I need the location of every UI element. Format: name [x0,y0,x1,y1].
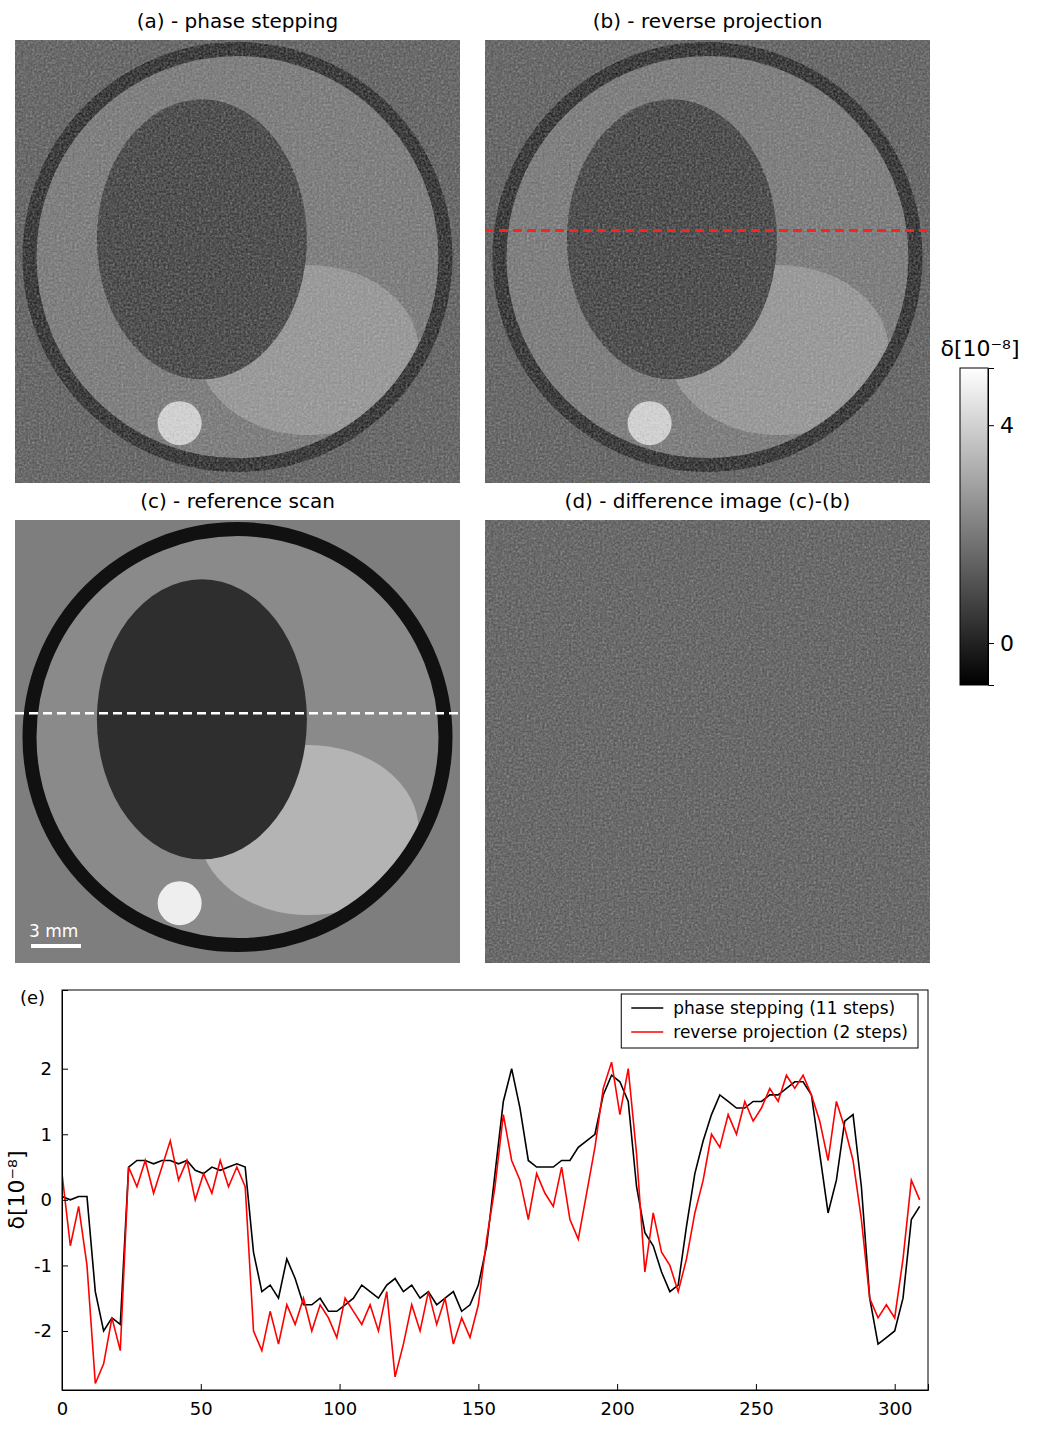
legend-label: reverse projection (2 steps) [673,1022,908,1042]
image-noise [15,40,460,483]
x-tick-label: 150 [462,1398,496,1419]
colorbar-label: δ[10⁻⁸] [940,336,1019,361]
legend-box [621,994,918,1048]
figure: (a) - phase stepping (b) - reverse projec… [0,0,1050,1435]
x-tick: 150 [462,1384,496,1419]
colorbar-tick: 4 [988,413,1014,438]
x-tick: 200 [600,1384,634,1419]
colorbar-tick-mark [988,425,994,426]
colorbar: 04δ[10⁻⁸] [940,336,1019,686]
legend-swatch [631,1031,663,1033]
y-tick-label: -2 [34,1320,52,1341]
legend-entry: reverse projection (2 steps) [631,1022,908,1042]
image-panel: (d) - difference image (c)-(b) [485,489,930,963]
image-background [15,40,460,483]
profile-line [15,712,460,715]
colorbar-tick-label: 4 [1000,413,1014,438]
plot-lines [62,1062,920,1383]
scale-bar [31,944,81,948]
scale-bar-label: 3 mm [29,921,78,941]
colorbar-tick: 0 [988,631,1014,656]
tissue-dark [97,579,307,859]
image-noise [485,40,930,483]
x-tick-label: 0 [57,1398,68,1419]
y-tick: -1 [34,1255,68,1276]
colorbar-tick-label: 0 [1000,631,1014,656]
x-tick-label: 50 [190,1398,213,1419]
image-background [485,40,930,483]
legend-swatch [631,1007,663,1009]
y-tick-label: 2 [41,1058,52,1079]
y-tick-mark [62,1134,68,1135]
y-tick-label: -1 [34,1255,52,1276]
legend: phase stepping (11 steps) reverse project… [621,994,918,1048]
reference-rod [158,881,202,925]
legend-label: phase stepping (11 steps) [673,998,895,1018]
y-tick: 2 [41,1058,68,1079]
y-tick-mark [62,1069,68,1070]
y-tick-label: 1 [41,1124,52,1145]
x-tick-mark [895,1384,896,1390]
panel-title: (b) - reverse projection [593,9,823,33]
image-background [15,520,460,963]
y-tick: 1 [41,1124,68,1145]
x-tick-mark [340,1384,341,1390]
x-tick-mark [756,1384,757,1390]
image-noise [485,520,930,963]
image-panel: (b) - reverse projection [485,9,930,483]
legend-entry: phase stepping (11 steps) [631,998,895,1018]
image-panel: 3 mm (c) - reference scan [15,489,460,963]
series-line [62,1062,920,1383]
x-tick: 300 [878,1384,912,1419]
y-axis: -2 -1 0 1 2 [34,991,68,1391]
image-background [485,520,930,963]
x-tick: 100 [323,1384,357,1419]
x-tick-label: 250 [739,1398,773,1419]
y-axis-line [63,991,69,1391]
y-tick-mark [62,1331,68,1332]
plot-frame [62,990,928,1390]
y-tick: -2 [34,1320,68,1341]
panel-title: (c) - reference scan [140,489,335,513]
y-tick-mark [62,1200,68,1201]
x-axis: 0 50 100 150 200 250 300 [57,1384,929,1419]
x-tick-label: 300 [878,1398,912,1419]
colorbar-tick-mark [988,643,994,644]
x-tick-label: 100 [323,1398,357,1419]
line-chart: 0 50 100 150 200 250 300 -2 -1 0 1 2 δ[10⁻⁸] (e) phase… [4,987,929,1419]
colorbar-axis-line [989,369,995,686]
x-tick-mark [617,1384,618,1390]
panel-title: (a) - phase stepping [137,9,338,33]
colorbar-axis: 04 [988,369,1014,686]
sample-holder [30,529,446,945]
y-tick-label: 0 [41,1189,52,1210]
x-tick-label: 200 [600,1398,634,1419]
panel-label: (e) [20,987,45,1008]
x-tick-mark [478,1384,479,1390]
series-line [62,1069,920,1344]
colorbar-gradient [960,368,988,685]
image-panel: (a) - phase stepping [15,9,460,483]
profile-line [485,229,930,232]
y-tick: 0 [41,1189,68,1210]
holder-wall [30,529,446,945]
y-tick-mark [62,1265,68,1266]
x-tick: 250 [739,1384,773,1419]
x-tick: 50 [190,1384,213,1419]
colorbar-frame [960,368,988,685]
y-axis-title: δ[10⁻⁸] [4,1150,29,1229]
x-tick-mark [201,1384,202,1390]
panel-title: (d) - difference image (c)-(b) [565,489,851,513]
